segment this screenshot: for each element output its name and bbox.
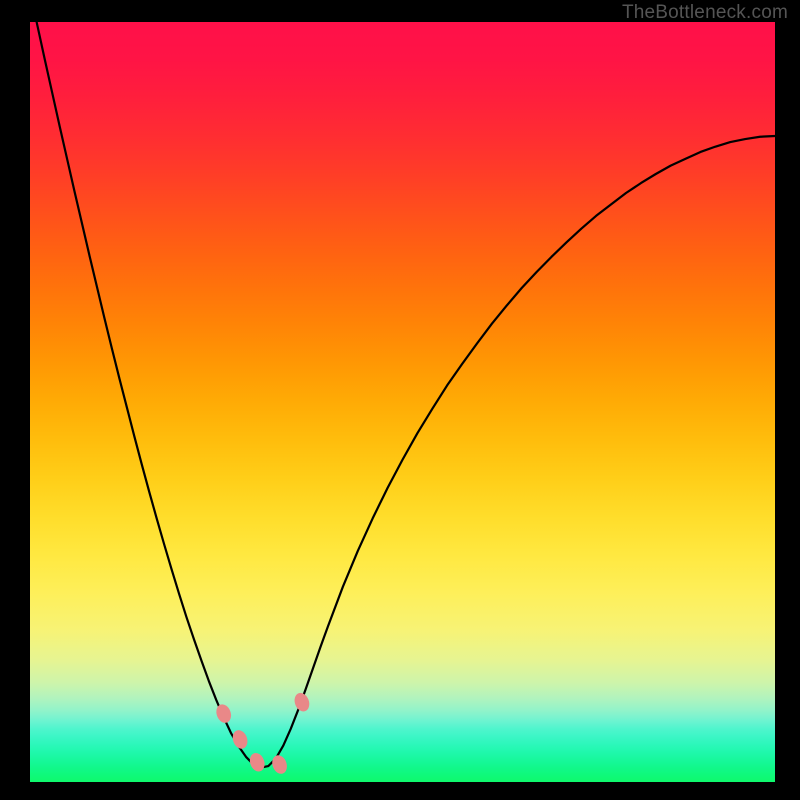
chart-plot-bg (30, 22, 775, 782)
watermark-text: TheBottleneck.com (622, 2, 788, 24)
chart-container: { "watermark": { "text": "TheBottleneck.… (0, 0, 800, 800)
bottleneck-chart (0, 0, 800, 800)
